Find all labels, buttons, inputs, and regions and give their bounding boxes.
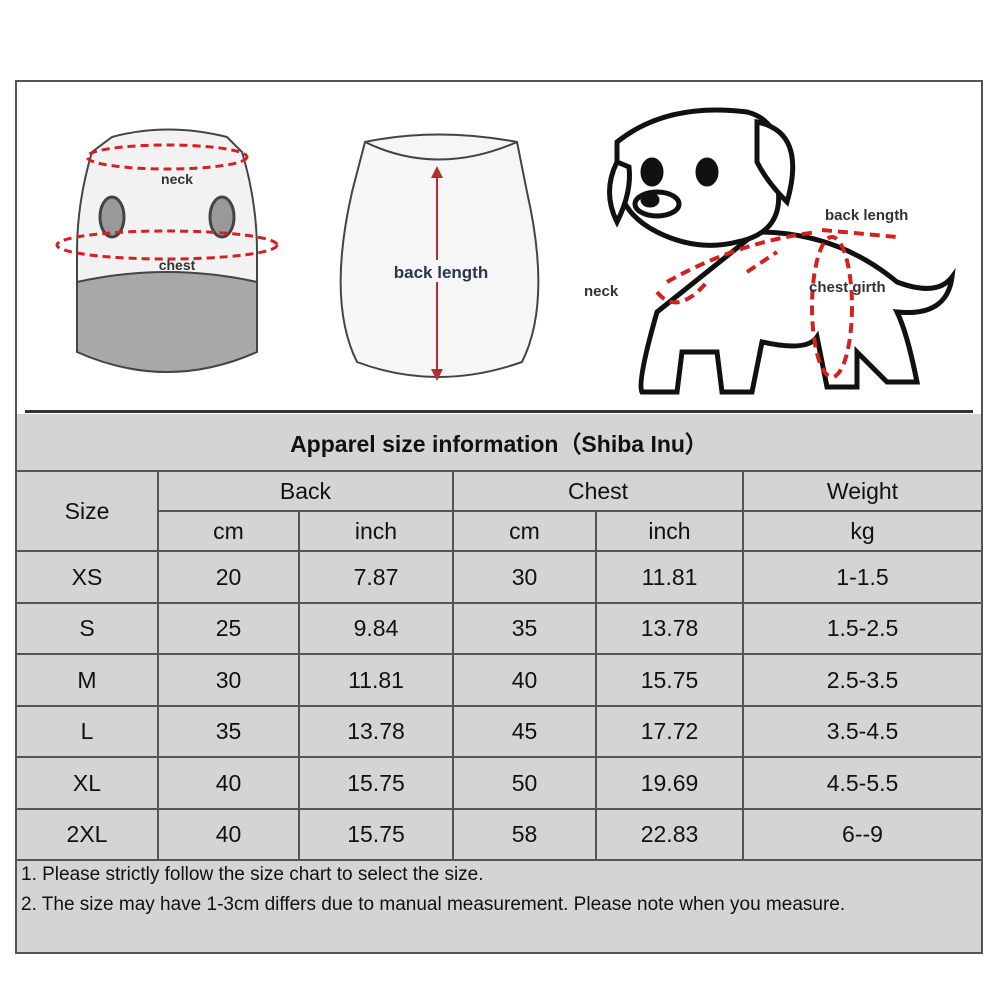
size-chart: neck chest back length — [15, 80, 983, 954]
table-cell: 20 — [159, 552, 300, 604]
table-cell: 40 — [159, 810, 300, 861]
table-cell: 22.83 — [597, 810, 744, 861]
table-cell: 40 — [159, 758, 300, 810]
header-size: Size — [17, 472, 159, 552]
table-cell: 40 — [454, 655, 597, 707]
table-cell: 15.75 — [300, 758, 454, 810]
dog-illustration — [607, 107, 956, 395]
table-cell: 30 — [159, 655, 300, 707]
header-unit: cm — [454, 512, 597, 552]
measurement-illustrations: neck chest back length — [55, 107, 956, 395]
table-cell: 1-1.5 — [744, 552, 981, 604]
table-cell: 30 — [454, 552, 597, 604]
table-cell: 15.75 — [300, 810, 454, 861]
table-cell: 4.5-5.5 — [744, 758, 981, 810]
table-cell: 13.78 — [597, 604, 744, 655]
neck-label: neck — [161, 171, 193, 187]
table-cell: 35 — [159, 707, 300, 758]
table-cell: 19.69 — [597, 758, 744, 810]
table-cell: 45 — [454, 707, 597, 758]
table-cell: 58 — [454, 810, 597, 861]
notes: 1. Please strictly follow the size chart… — [21, 860, 971, 920]
table-cell: 7.87 — [300, 552, 454, 604]
header-unit: inch — [300, 512, 454, 552]
table-cell: 2.5-3.5 — [744, 655, 981, 707]
header-chest: Chest — [454, 472, 744, 512]
size-cell: S — [17, 604, 159, 655]
size-cell: M — [17, 655, 159, 707]
table-cell: 1.5-2.5 — [744, 604, 981, 655]
table-cell: 13.78 — [300, 707, 454, 758]
size-cell: XL — [17, 758, 159, 810]
back-length-label: back length — [394, 263, 488, 282]
table-title: Apparel size information（Shiba Inu） — [17, 414, 981, 472]
header-unit: inch — [597, 512, 744, 552]
table-cell: 3.5-4.5 — [744, 707, 981, 758]
table-cell: 11.81 — [597, 552, 744, 604]
back-vest-illustration: back length — [339, 133, 540, 381]
note-1: 1. Please strictly follow the size chart… — [21, 864, 484, 885]
table-cell: 17.72 — [597, 707, 744, 758]
size-cell: XS — [17, 552, 159, 604]
dog-chest-girth-label: chest girth — [809, 279, 886, 296]
front-vest-illustration: neck chest — [55, 128, 279, 373]
table-cell: 35 — [454, 604, 597, 655]
chest-label: chest — [159, 257, 196, 273]
header-back: Back — [159, 472, 454, 512]
table-cell: 15.75 — [597, 655, 744, 707]
table-cell: 11.81 — [300, 655, 454, 707]
dog-neck-label: neck — [584, 283, 619, 300]
size-cell: L — [17, 707, 159, 758]
size-cell: 2XL — [17, 810, 159, 861]
header-unit: kg — [744, 512, 981, 552]
table-cell: 50 — [454, 758, 597, 810]
table-cell: 25 — [159, 604, 300, 655]
header-unit: cm — [159, 512, 300, 552]
size-table: Apparel size information（Shiba Inu） Size B… — [17, 414, 981, 952]
table-cell: 6--9 — [744, 810, 981, 861]
note-2: 2. The size may have 1-3cm differs due t… — [21, 894, 846, 915]
dog-measurement-lines — [655, 228, 898, 379]
table-cell: 9.84 — [300, 604, 454, 655]
dog-back-length-label: back length — [825, 207, 908, 224]
divider — [25, 410, 973, 413]
header-weight: Weight — [744, 472, 981, 512]
